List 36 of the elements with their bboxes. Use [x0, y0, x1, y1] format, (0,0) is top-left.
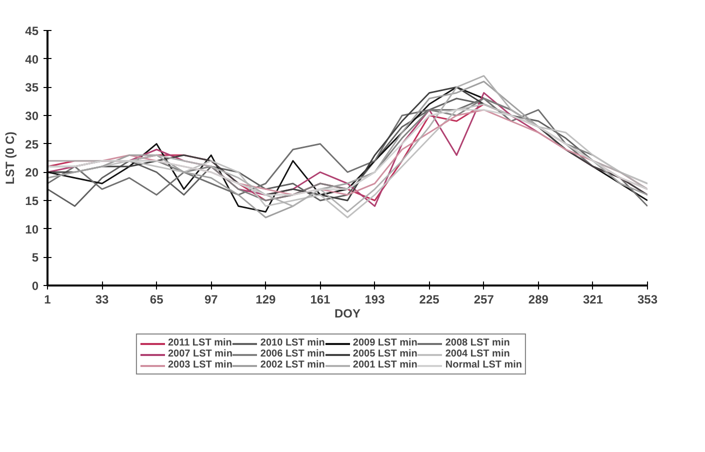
y-tick-label: 0	[32, 279, 39, 293]
x-tick-label: 257	[474, 292, 494, 306]
y-tick-label: 30	[25, 109, 39, 123]
x-tick-label: 161	[310, 292, 331, 306]
y-axis-title: LST (0 C)	[3, 132, 18, 184]
x-tick-label: 225	[419, 292, 440, 306]
y-tick-label: 20	[25, 166, 39, 180]
legend-label: 2005 LST min	[352, 348, 418, 360]
legend-label: Normal LST min	[445, 360, 522, 370]
x-tick-label: 97	[204, 292, 218, 306]
legend-label: 2003 LST min	[168, 360, 232, 370]
x-tick-label: 321	[582, 292, 604, 306]
y-tick-label: 40	[25, 52, 39, 66]
legend-label: 2001 LST min	[352, 360, 418, 370]
legend-label: 2006 LST min	[260, 348, 325, 360]
legend-label: 2009 LST min	[352, 338, 418, 348]
x-tick-label: 193	[364, 292, 386, 306]
x-tick-label: 129	[256, 292, 276, 306]
legend-label: 2007 LST min	[168, 348, 232, 360]
y-tick-label: 5	[32, 250, 39, 265]
legend-label: 2002 LST min	[260, 360, 325, 370]
legend-label: 2004 LST min	[445, 348, 510, 360]
legend-label: 2010 LST min	[260, 338, 325, 348]
y-tick-label: 45	[25, 24, 39, 38]
x-axis-title: DOY	[334, 306, 361, 320]
x-tick-label: 1	[44, 292, 52, 306]
x-tick-label: 65	[150, 292, 164, 306]
legend-label: 2008 LST min	[445, 338, 510, 348]
y-tick-label: 10	[25, 222, 39, 236]
x-tick-label: 33	[95, 292, 110, 306]
x-tick-label: 353	[637, 292, 658, 306]
y-tick-label: 25	[25, 137, 39, 152]
y-tick-label: 15	[25, 194, 39, 208]
x-tick-label: 289	[528, 292, 549, 306]
y-tick-label: 35	[25, 80, 39, 95]
legend-label: 2011 LST min	[168, 338, 232, 348]
